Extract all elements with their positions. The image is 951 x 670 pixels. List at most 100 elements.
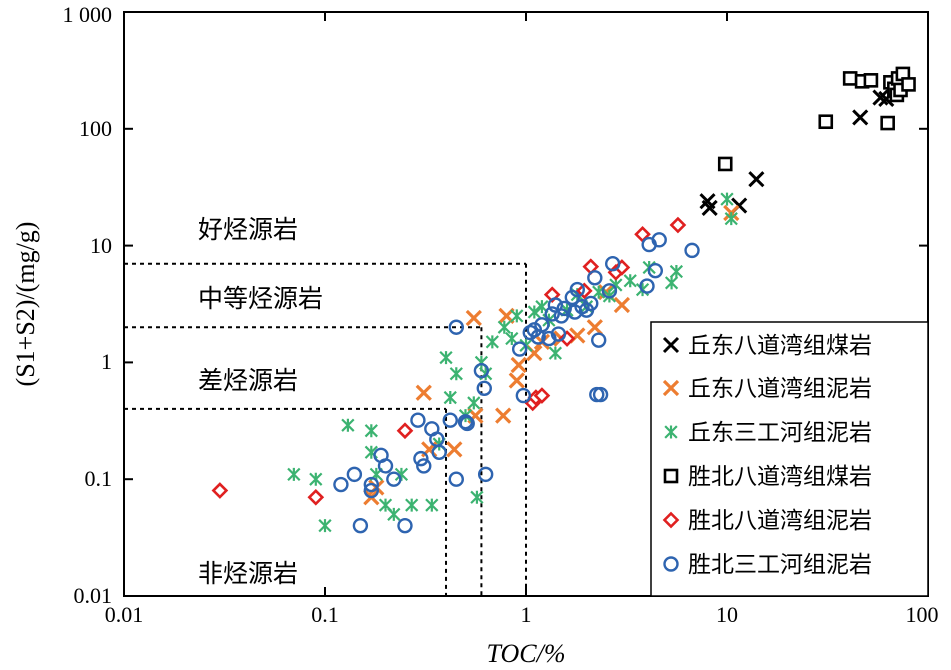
data-point xyxy=(748,171,765,188)
legend-marker xyxy=(662,379,680,397)
zone-label-poor: 差烃源岩 xyxy=(198,366,298,395)
data-point xyxy=(863,73,879,88)
data-point xyxy=(601,283,618,299)
x-tick-label: 0.01 xyxy=(105,602,144,627)
data-point xyxy=(397,517,413,534)
data-point xyxy=(405,498,419,512)
y-tick-labels: 0.01 0.1 1 10 100 1 000 xyxy=(63,2,113,608)
x-tick-labels: 0.01 0.1 1 10 100 xyxy=(105,602,939,627)
data-point xyxy=(510,309,524,323)
data-point xyxy=(457,414,474,430)
x-tick-label: 10 xyxy=(716,602,738,627)
data-point xyxy=(415,384,432,401)
data-point xyxy=(724,212,738,226)
legend-label: 胜北八道湾组煤岩 xyxy=(688,464,872,490)
data-point xyxy=(669,216,687,234)
data-point xyxy=(818,114,834,130)
data-point xyxy=(534,317,550,333)
data-point xyxy=(477,466,494,483)
data-point xyxy=(211,482,229,499)
data-point xyxy=(363,482,380,499)
data-point xyxy=(669,264,684,279)
data-point xyxy=(613,259,631,276)
data-point xyxy=(533,387,551,404)
legend-label: 丘东八道湾组煤岩 xyxy=(688,333,872,359)
data-point xyxy=(544,306,560,322)
data-point xyxy=(465,309,482,327)
data-point xyxy=(720,192,734,206)
legend: 丘东八道湾组煤岩 丘东八道湾组泥岩 丘东三工河组泥岩 胜北八道湾组煤岩 胜北八道… xyxy=(650,321,929,597)
data-point xyxy=(439,350,453,365)
data-point xyxy=(446,441,463,458)
data-point xyxy=(318,519,332,533)
data-point xyxy=(377,458,394,474)
data-point xyxy=(550,326,567,342)
data-point xyxy=(470,490,484,504)
data-point xyxy=(333,476,349,493)
data-point xyxy=(352,517,369,534)
data-point xyxy=(515,387,532,404)
x-tick-label: 1 xyxy=(521,602,532,627)
legend-marker xyxy=(664,425,678,439)
data-point xyxy=(431,444,447,460)
y-tick-label: 0.1 xyxy=(85,466,113,491)
legend-label: 丘东三工河组泥岩 xyxy=(688,420,872,446)
data-point xyxy=(396,422,414,440)
legend-markers xyxy=(662,336,680,572)
y-tick-label: 1 000 xyxy=(63,2,113,27)
data-point xyxy=(309,472,323,486)
data-point xyxy=(387,507,401,521)
data-point xyxy=(511,341,528,357)
y-axis-title: (S1+S2)/(mg/g) xyxy=(11,222,40,387)
data-point xyxy=(341,418,355,432)
data-point xyxy=(842,71,858,86)
zone-label-good: 好烃源岩 xyxy=(198,215,298,244)
legend-marker xyxy=(663,556,679,572)
data-point xyxy=(473,362,490,379)
data-points xyxy=(211,66,916,534)
data-point xyxy=(448,319,464,335)
zone-label-medium: 中等烃源岩 xyxy=(198,284,323,313)
data-point xyxy=(449,367,463,381)
data-point xyxy=(684,242,700,259)
legend-box xyxy=(650,321,929,597)
data-point xyxy=(510,356,527,374)
data-point xyxy=(386,471,402,487)
data-point xyxy=(346,466,363,483)
y-tick-label: 10 xyxy=(90,233,112,258)
data-point xyxy=(901,77,916,92)
data-point xyxy=(413,450,429,467)
data-point xyxy=(701,199,718,217)
data-point xyxy=(410,412,426,428)
data-point xyxy=(443,390,457,405)
data-point xyxy=(467,396,481,410)
data-point xyxy=(872,89,889,106)
data-point xyxy=(569,281,586,298)
data-point xyxy=(425,498,439,512)
data-point xyxy=(880,115,895,131)
x-tick-label: 0.1 xyxy=(311,602,339,627)
legend-label: 胜北八道湾组泥岩 xyxy=(688,508,872,534)
data-point xyxy=(553,308,570,324)
data-point xyxy=(307,488,325,506)
legend-marker xyxy=(662,336,680,354)
legend-label: 丘东八道湾组泥岩 xyxy=(688,376,872,402)
data-point xyxy=(664,276,679,290)
y-tick-label: 1 xyxy=(101,349,112,374)
legend-label: 胜北三工河组泥岩 xyxy=(688,552,872,578)
data-point xyxy=(416,458,432,474)
data-point xyxy=(508,372,525,389)
data-point xyxy=(613,296,631,314)
data-point xyxy=(497,320,511,334)
data-point xyxy=(647,262,664,279)
data-point xyxy=(476,380,492,397)
data-point xyxy=(583,295,599,312)
data-point xyxy=(442,412,458,428)
data-point xyxy=(651,232,667,248)
data-point xyxy=(623,274,637,288)
x-axis-title: TOC/% xyxy=(487,639,566,668)
data-point xyxy=(639,278,655,294)
data-point xyxy=(852,109,869,126)
zone-label-non-source: 非烃源岩 xyxy=(198,559,298,588)
